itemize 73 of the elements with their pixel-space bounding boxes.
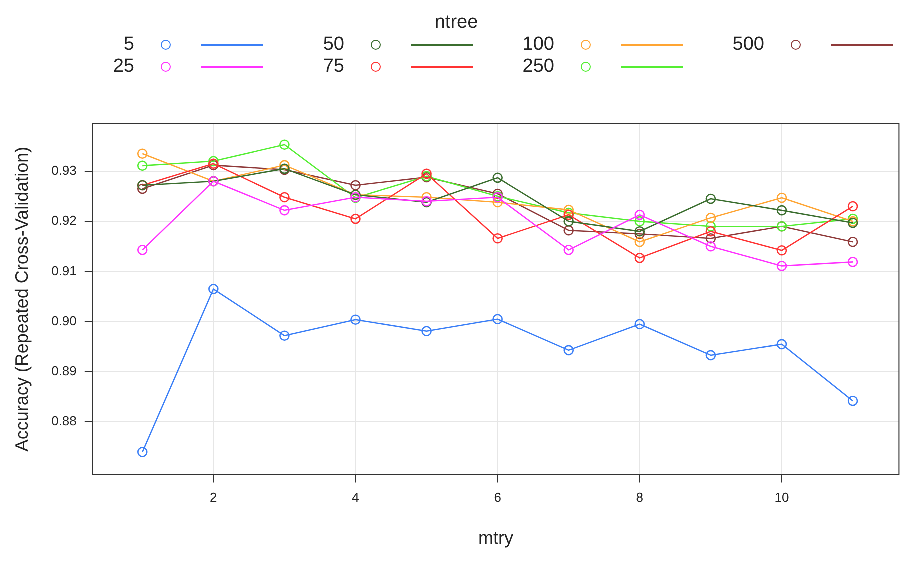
legend-label: 5 (122, 34, 134, 56)
legend-label: 50 (322, 34, 344, 56)
point (634, 226, 646, 237)
point (776, 205, 788, 216)
x-tick-label: 2 (210, 490, 218, 506)
point (776, 246, 788, 256)
legend-label: 500 (732, 34, 764, 56)
point (564, 204, 574, 216)
point (137, 245, 148, 256)
point (280, 205, 290, 216)
point (848, 201, 858, 212)
point (137, 148, 148, 160)
x-tick-label: 8 (636, 490, 644, 506)
point (350, 180, 361, 191)
point (564, 345, 574, 356)
point (634, 236, 646, 248)
point (706, 226, 716, 237)
point (706, 233, 716, 244)
x-axis-title: mtry (478, 528, 514, 548)
point (492, 314, 503, 325)
legend-label: 250 (522, 56, 554, 78)
point (422, 192, 432, 203)
legend-label: 25 (112, 56, 134, 78)
point (492, 188, 503, 200)
point (564, 216, 574, 227)
point (422, 326, 432, 337)
y-tick-label: 0.93 (52, 163, 77, 178)
point (634, 210, 646, 220)
y-tick-label: 0.92 (52, 213, 77, 228)
point (706, 221, 716, 232)
point (848, 236, 858, 248)
point (492, 197, 503, 208)
y-tick-label: 0.88 (52, 414, 77, 429)
point (706, 350, 716, 361)
point (706, 242, 716, 252)
legend-label: 100 (522, 34, 554, 56)
point (350, 314, 361, 326)
point (564, 225, 574, 236)
legend-title: ntree (434, 12, 478, 34)
y-tick-label: 0.91 (52, 263, 77, 278)
y-axis-title: Accuracy (Repeated Cross-Validation) (12, 146, 32, 452)
point (634, 319, 646, 330)
point (564, 245, 574, 256)
x-tick-label: 10 (774, 490, 790, 506)
point (280, 160, 290, 171)
y-tick-label: 0.89 (52, 364, 77, 379)
y-tick-label: 0.90 (52, 313, 77, 328)
point (280, 330, 290, 342)
point (492, 172, 503, 184)
point (208, 284, 219, 294)
point (492, 233, 503, 244)
point (776, 261, 788, 272)
point (634, 253, 646, 264)
point (137, 184, 148, 194)
point (422, 168, 432, 180)
point (280, 192, 290, 203)
point (776, 339, 788, 350)
point (706, 212, 716, 224)
point (776, 192, 788, 204)
point (706, 194, 716, 204)
point (350, 214, 361, 224)
point (848, 214, 858, 224)
point (848, 396, 858, 406)
point (137, 447, 148, 458)
x-tick-label: 6 (494, 490, 502, 506)
point (634, 216, 646, 227)
point (634, 228, 646, 240)
legend-label: 75 (322, 56, 344, 78)
point (208, 156, 219, 167)
x-tick-label: 4 (352, 490, 360, 506)
point (848, 257, 858, 268)
point (280, 140, 290, 150)
point (137, 160, 148, 172)
